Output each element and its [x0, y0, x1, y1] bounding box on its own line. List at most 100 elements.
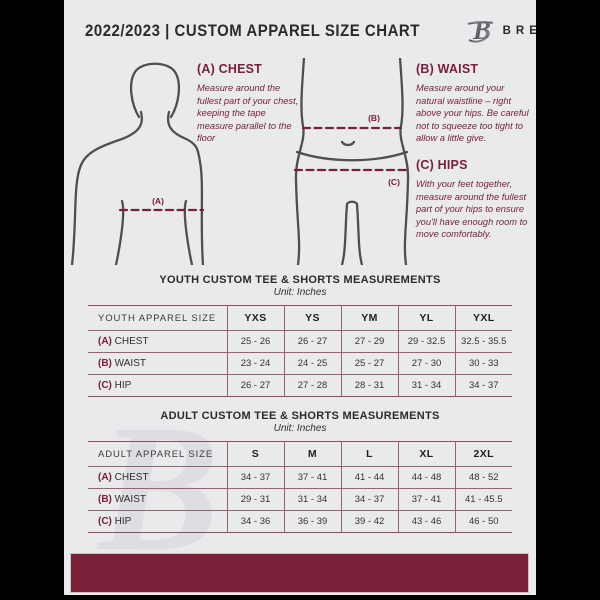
- column-header: YS: [283, 305, 341, 331]
- page-title: 2022/2023 | CUSTOM APPAREL SIZE CHART: [85, 21, 420, 40]
- table-header-row: YOUTH APPAREL SIZE YXS YS YM YL YXL: [88, 305, 512, 331]
- row-label: (A) CHEST: [88, 467, 227, 489]
- row-label-text: WAIST: [114, 494, 146, 505]
- page-header: 2022/2023 | CUSTOM APPAREL SIZE CHART B …: [85, 14, 536, 48]
- right-side-outline: [398, 58, 410, 265]
- row-label-prefix: (B): [98, 358, 112, 369]
- table-cell: 25 - 27: [340, 352, 398, 375]
- adult-table-block: ADULT CUSTOM TEE & SHORTS MEASUREMENTS U…: [88, 410, 512, 533]
- column-header: YL: [397, 305, 455, 331]
- table-cell: 43 - 46: [397, 510, 455, 533]
- table-cell: 23 - 24: [226, 352, 284, 375]
- table-cell: 29 - 31: [226, 488, 284, 511]
- row-label-text: HIP: [114, 516, 132, 527]
- row-label: (C) HIP: [88, 374, 227, 397]
- navel-mark: [340, 140, 356, 147]
- row-label-text: WAIST: [114, 358, 146, 369]
- adult-table-title: ADULT CUSTOM TEE & SHORTS MEASUREMENTS: [160, 410, 440, 422]
- table-cell: 37 - 41: [283, 466, 341, 489]
- column-header: M: [283, 441, 341, 467]
- column-header: S: [226, 441, 284, 467]
- table-cell: 36 - 39: [283, 510, 341, 533]
- row-label-text: HIP: [114, 380, 132, 391]
- column-header: YXS: [226, 305, 284, 331]
- youth-table-block: YOUTH CUSTOM TEE & SHORTS MEASUREMENTS U…: [88, 274, 512, 397]
- left-side-outline: [294, 58, 306, 265]
- table-cell: 27 - 30: [397, 352, 455, 375]
- table-cell: 37 - 41: [397, 488, 455, 511]
- hips-heading: (C) HIPS: [416, 157, 468, 172]
- row-label-text: CHEST: [114, 336, 149, 347]
- waist-hips-instructions: (B) WAIST Measure around your natural wa…: [416, 62, 532, 241]
- table-cell: 34 - 37: [340, 488, 398, 511]
- youth-table-unit: Unit: Inches: [273, 287, 327, 298]
- chest-body-text: Measure around the fullest part of your …: [197, 83, 299, 144]
- row-label: (C) HIP: [88, 510, 227, 533]
- adult-size-table: ADULT APPAREL SIZE S M L XL 2XL (A) CHES…: [88, 441, 512, 533]
- table-cell: 48 - 52: [454, 466, 512, 489]
- table-cell: 41 - 45.5: [454, 488, 512, 511]
- table-cell: 41 - 44: [340, 466, 398, 489]
- table-cell: 34 - 36: [226, 510, 284, 533]
- row-label-prefix: (C): [98, 380, 112, 391]
- left-inner-arm-outline: [114, 199, 125, 265]
- brand-lockup: B BREAKAWAY: [466, 15, 536, 47]
- table-row: (A) CHEST 25 - 26 26 - 27 27 - 29 29 - 3…: [88, 330, 512, 353]
- column-header: YM: [340, 305, 398, 331]
- table-cell: 25 - 26: [226, 330, 284, 353]
- breakaway-b-logo-icon: B: [467, 15, 493, 45]
- adult-table-unit: Unit: Inches: [273, 423, 327, 434]
- table-cell: 26 - 27: [283, 330, 341, 353]
- row-label: (A) CHEST: [88, 331, 227, 353]
- youth-size-table: YOUTH APPAREL SIZE YXS YS YM YL YXL (A) …: [88, 305, 512, 397]
- table-cell: 34 - 37: [454, 374, 512, 397]
- right-shoulder-arm-outline: [166, 110, 204, 265]
- table-cell: 27 - 28: [283, 374, 341, 397]
- table-header-row: ADULT APPAREL SIZE S M L XL 2XL: [88, 441, 512, 467]
- row-label-prefix: (C): [98, 516, 112, 527]
- waist-measure-label: (B): [368, 113, 380, 123]
- hip-curve-outline: [295, 150, 409, 162]
- table-cell: 31 - 34: [397, 374, 455, 397]
- column-header: YXL: [454, 305, 512, 331]
- table-row: (C) HIP 26 - 27 27 - 28 28 - 31 31 - 34 …: [88, 374, 512, 397]
- column-header: 2XL: [454, 441, 512, 467]
- row-label-prefix: (A): [98, 336, 112, 347]
- waist-body-text: Measure around your natural waistline – …: [416, 83, 529, 144]
- table-row: (C) HIP 34 - 36 36 - 39 39 - 42 43 - 46 …: [88, 510, 512, 533]
- row-label-prefix: (A): [98, 472, 112, 483]
- column-header: ADULT APPAREL SIZE: [88, 441, 227, 467]
- inner-legs-outline: [340, 200, 364, 265]
- table-cell: 46 - 50: [454, 510, 512, 533]
- table-cell: 28 - 31: [340, 374, 398, 397]
- table-cell: 26 - 27: [226, 374, 284, 397]
- youth-table-title: YOUTH CUSTOM TEE & SHORTS MEASUREMENTS: [159, 274, 441, 286]
- footer-accent-bar: [70, 553, 529, 593]
- table-cell: 44 - 48: [397, 466, 455, 489]
- left-shoulder-arm-outline: [70, 110, 143, 265]
- row-label-text: CHEST: [114, 472, 149, 483]
- torso-diagram: (A): [70, 62, 204, 265]
- lower-body-diagram: (B) (C): [293, 58, 411, 265]
- table-row: (A) CHEST 34 - 37 37 - 41 41 - 44 44 - 4…: [88, 466, 512, 489]
- right-inner-arm-outline: [183, 199, 194, 265]
- table-cell: 30 - 33: [454, 352, 512, 375]
- head-outline: [129, 62, 181, 119]
- waist-heading: (B) WAIST: [416, 62, 479, 76]
- row-label: (B) WAIST: [88, 352, 227, 375]
- table-cell: 32.5 - 35.5: [454, 330, 512, 353]
- column-header: YOUTH APPAREL SIZE: [88, 305, 227, 331]
- table-row: (B) WAIST 29 - 31 31 - 34 34 - 37 37 - 4…: [88, 488, 512, 511]
- row-label-prefix: (B): [98, 494, 112, 505]
- hips-measure-label: (C): [388, 177, 400, 187]
- column-header: XL: [397, 441, 455, 467]
- table-cell: 34 - 37: [226, 466, 284, 489]
- size-chart-page: B 2022/2023 | CUSTOM APPAREL SIZE CHART …: [64, 0, 536, 595]
- hips-body-text: With your feet together, measure around …: [416, 178, 528, 240]
- chest-measure-label: (A): [152, 196, 164, 206]
- brand-name: BREAKAWAY: [502, 25, 536, 37]
- table-row: (B) WAIST 23 - 24 24 - 25 25 - 27 27 - 3…: [88, 352, 512, 375]
- table-cell: 24 - 25: [283, 352, 341, 375]
- chest-heading: (A) CHEST: [197, 62, 262, 76]
- row-label: (B) WAIST: [88, 488, 227, 511]
